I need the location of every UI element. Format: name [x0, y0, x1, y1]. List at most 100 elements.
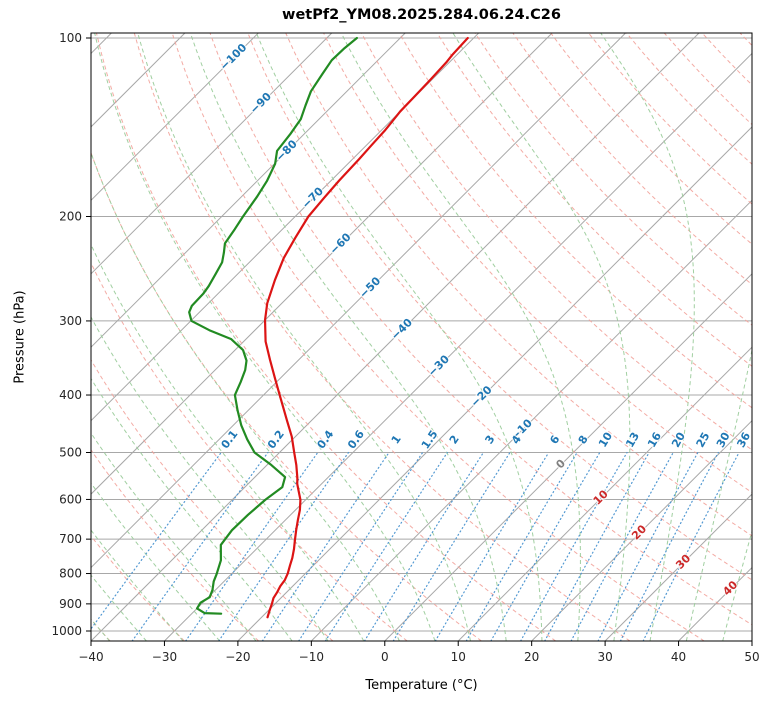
isotherm-line	[310, 199, 752, 641]
x-tick-label: 0	[381, 650, 389, 664]
mixing-ratio-label: 36	[734, 430, 753, 450]
moist-adiabat	[685, 347, 752, 641]
dry-adiabat	[550, 33, 752, 245]
dry-adiabat	[739, 33, 752, 47]
mixing-ratio-line	[544, 451, 650, 641]
isotherm-line	[91, 33, 406, 348]
x-tick-label: −10	[299, 650, 324, 664]
isotherm-line	[678, 566, 752, 641]
isotherm-line	[237, 126, 752, 641]
mixing-ratio-line	[261, 451, 390, 641]
moist-adiabats	[91, 33, 752, 641]
isotherm-line	[91, 33, 333, 275]
dewpoint-profile	[188, 36, 358, 615]
temperature-profile	[263, 36, 469, 619]
moist-adiabat	[452, 33, 631, 641]
isotherm-label: −100	[217, 41, 249, 73]
isotherm-line	[457, 346, 752, 641]
moist-adiabat	[91, 574, 147, 641]
x-tick-label: 50	[744, 650, 759, 664]
x-tick-label: 40	[671, 650, 686, 664]
isotherm-label: 30	[673, 552, 693, 572]
mixing-ratio-line	[363, 451, 485, 641]
mixing-ratio-label: 0.6	[345, 428, 367, 452]
mixing-ratio-line	[185, 451, 319, 641]
moist-adiabat	[91, 432, 257, 641]
isotherm-label: 0	[553, 457, 568, 472]
mixing-ratio-line	[642, 451, 740, 641]
moist-adiabat	[91, 243, 365, 641]
dry-adiabat	[91, 261, 408, 641]
isotherm-line	[164, 52, 752, 641]
mixing-ratio-label: 1.5	[419, 428, 441, 451]
dry-adiabat	[133, 33, 631, 641]
dry-adiabat	[701, 33, 752, 86]
moist-adiabat	[91, 529, 184, 641]
moist-adiabat	[91, 482, 221, 641]
moist-adiabat	[600, 33, 695, 641]
mixing-ratio-label: 8	[576, 433, 591, 446]
x-axis-label: Temperature (°C)	[365, 678, 478, 693]
moist-adiabat	[189, 33, 507, 641]
dry-adiabat	[285, 33, 752, 537]
isotherm-label: −30	[425, 352, 452, 379]
dry-adiabat	[474, 33, 752, 326]
dry-adiabat	[588, 33, 752, 205]
mixing-ratio-line	[298, 451, 424, 641]
y-tick-label: 200	[59, 210, 82, 224]
isotherm-label: −40	[389, 316, 416, 343]
mixing-ratio-label: 25	[694, 430, 713, 450]
isotherm-label: −20	[468, 383, 495, 410]
y-tick-label: 400	[59, 388, 82, 402]
mixing-ratio-line	[619, 451, 719, 641]
y-tick-label: 300	[59, 314, 82, 328]
moist-adiabat	[91, 151, 400, 641]
dry-adiabat	[91, 151, 482, 641]
pressure-gridlines	[91, 37, 752, 632]
moist-adiabat	[340, 33, 581, 641]
mixing-ratio-label: 1	[389, 433, 404, 447]
mixing-ratio-line	[570, 451, 674, 641]
isotherm-line	[604, 493, 752, 641]
moist-adiabat	[91, 316, 329, 641]
isotherm-gridlines	[91, 33, 752, 641]
isotherm-line	[751, 640, 752, 641]
y-tick-label: 900	[59, 597, 82, 611]
dry-adiabat	[361, 33, 752, 451]
y-tick-label: 100	[59, 31, 82, 45]
isotherm-label: −90	[247, 90, 274, 117]
isotherm-line	[91, 33, 112, 55]
mixing-ratio-line	[218, 451, 350, 641]
mixing-ratio-label: 20	[669, 430, 688, 450]
mixing-ratio-line	[91, 451, 222, 630]
dry-adiabat	[247, 33, 752, 581]
mixing-ratio-line	[324, 451, 448, 641]
y-tick-label: 800	[59, 567, 82, 581]
isotherm-label: 10	[591, 487, 611, 507]
y-tick-label: 600	[59, 492, 82, 506]
x-tick-label: 30	[597, 650, 612, 664]
x-tick-label: −20	[225, 650, 250, 664]
mixing-ratio-line	[131, 451, 269, 641]
chart-title: wetPf2_YM08.2025.284.06.24.C26	[282, 7, 561, 23]
dry-adiabat	[91, 449, 259, 641]
mixing-ratio-label: 2	[447, 433, 462, 447]
moist-adiabat	[722, 529, 752, 641]
y-tick-label: 500	[59, 445, 82, 459]
isotherm-line	[91, 33, 480, 422]
mixing-ratio-line	[490, 451, 601, 641]
mixing-ratio-label: 13	[623, 430, 642, 450]
dry-adiabat	[436, 33, 752, 367]
mixing-ratio-line	[520, 451, 628, 641]
isotherm-line	[91, 33, 186, 128]
isotherm-label: −50	[357, 274, 384, 301]
dry-adiabat	[398, 33, 752, 409]
plot-border	[90, 32, 753, 642]
isotherm-line	[91, 33, 259, 202]
moist-adiabat	[137, 33, 472, 641]
x-tick-label: 10	[451, 650, 466, 664]
